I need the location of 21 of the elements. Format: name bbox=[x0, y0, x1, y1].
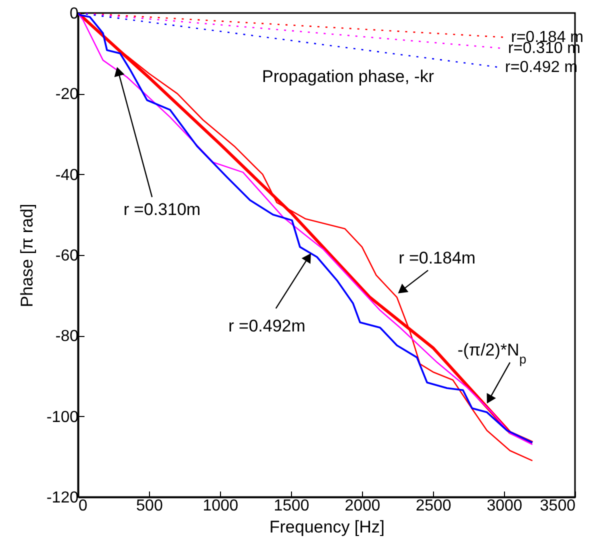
annotation: Propagation phase, -kr bbox=[262, 67, 434, 86]
x-tick-label: 3500 bbox=[540, 498, 576, 514]
y-tick-label: -60 bbox=[55, 248, 79, 264]
annotation: r =0.492m bbox=[228, 316, 306, 336]
y-tick-label: -120 bbox=[46, 490, 79, 506]
x-axis-title: Frequency [Hz] bbox=[269, 518, 385, 536]
y-tick-label: -80 bbox=[55, 328, 79, 346]
annotation: r =0.184m bbox=[398, 248, 476, 268]
x-tick-label: 2500 bbox=[416, 498, 452, 514]
annotation: -(π/2)*N$_{p}$ bbox=[458, 340, 526, 366]
x-tick-label: 2000 bbox=[344, 498, 380, 514]
x-tick-label: 1500 bbox=[274, 498, 310, 514]
y-tick-label: -20 bbox=[55, 86, 79, 104]
x-tick-label: 500 bbox=[136, 498, 163, 514]
annotation: r =0.310m bbox=[124, 200, 201, 220]
x-tick-label: 3000 bbox=[486, 498, 522, 514]
y-tick-label: -100 bbox=[46, 408, 79, 426]
x-tick-label: 1000 bbox=[202, 498, 238, 514]
y-tick-label: -40 bbox=[55, 166, 79, 184]
y-tick-label: 0 bbox=[70, 6, 79, 22]
y-axis-title: Phase [π rad] bbox=[17, 204, 36, 308]
